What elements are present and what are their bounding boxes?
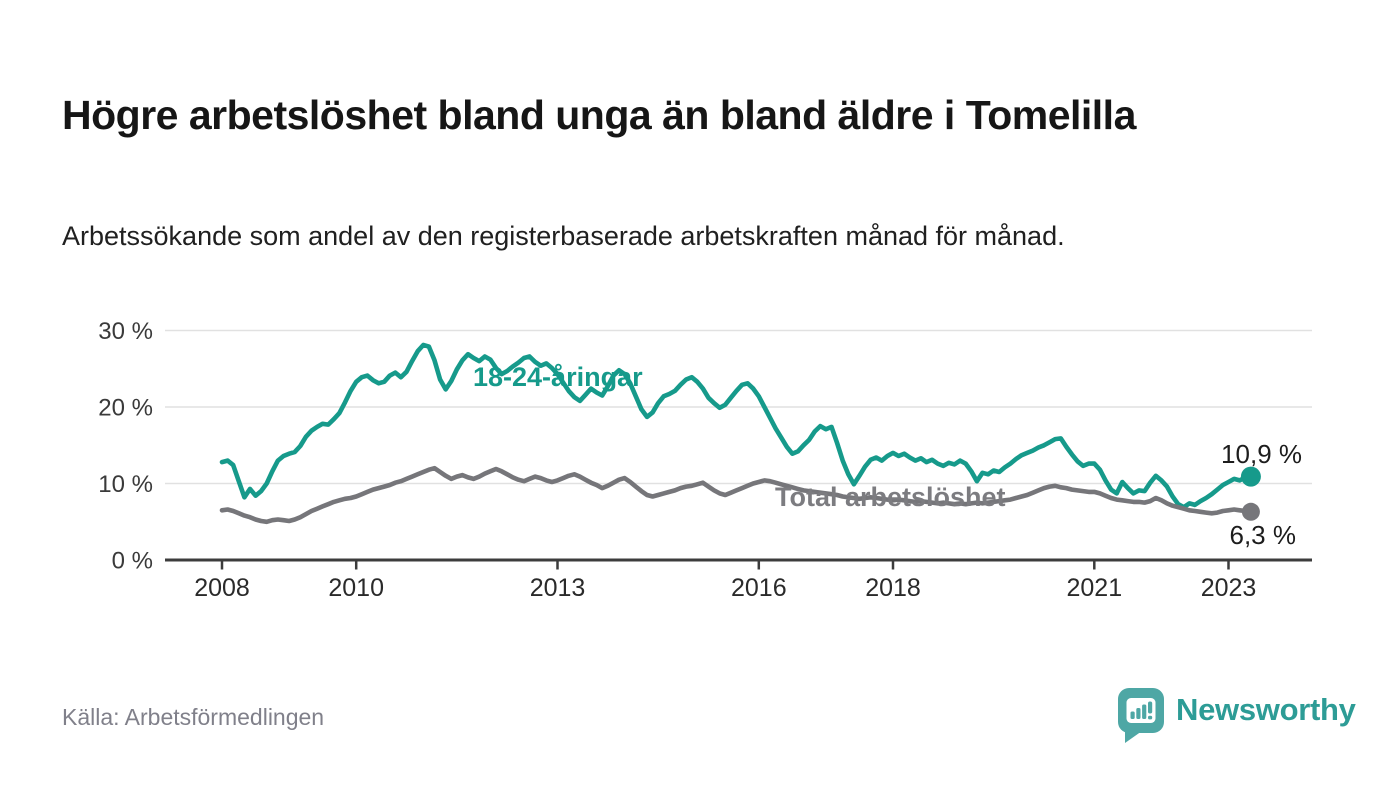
x-tick-label: 2018: [865, 574, 921, 602]
brand-wordmark: Newsworthy: [1176, 692, 1356, 727]
series-end-dot-total: [1241, 502, 1260, 521]
y-tick-label: 30 %: [98, 318, 153, 345]
newsworthy-logo: Newsworthy: [1116, 686, 1356, 746]
x-tick-label: 2021: [1066, 574, 1122, 602]
x-tick-label: 2008: [194, 574, 250, 602]
x-tick-label: 2010: [328, 574, 384, 602]
series-line-young: [219, 342, 1254, 510]
x-tick-label: 2013: [530, 574, 586, 602]
page-title: Högre arbetslöshet bland unga än bland ä…: [62, 92, 1136, 139]
y-tick-label: 20 %: [98, 395, 153, 422]
series-label-young: 18-24-åringar: [473, 362, 643, 392]
series-label-total: Total arbetslöshet: [775, 482, 1006, 512]
newsworthy-speech-bubble-bar-chart-icon: [1118, 688, 1164, 743]
x-tick-label: 2016: [731, 574, 787, 602]
source-attribution: Källa: Arbetsförmedlingen: [62, 704, 325, 730]
series-line-total: [219, 465, 1254, 525]
chart-plot-svg: 0 % 10 % 20 % 30 % 2008 2010 2013 2016 2018 2021 2…: [98, 318, 1312, 602]
chart-subtitle: Arbetssökande som andel av den registerb…: [62, 221, 1065, 251]
end-value-label-total: 6,3 %: [1229, 520, 1297, 550]
series-end-dot-young: [1240, 466, 1261, 487]
line-chart: 0 % 10 % 20 % 30 % 2008 2010 2013 2016 2018 2021 2…: [0, 300, 1400, 630]
y-tick-label: 10 %: [98, 471, 153, 498]
x-tick-label: 2023: [1201, 574, 1257, 602]
end-value-label-young: 10,9 %: [1221, 439, 1302, 469]
y-tick-label: 0 %: [112, 548, 153, 575]
